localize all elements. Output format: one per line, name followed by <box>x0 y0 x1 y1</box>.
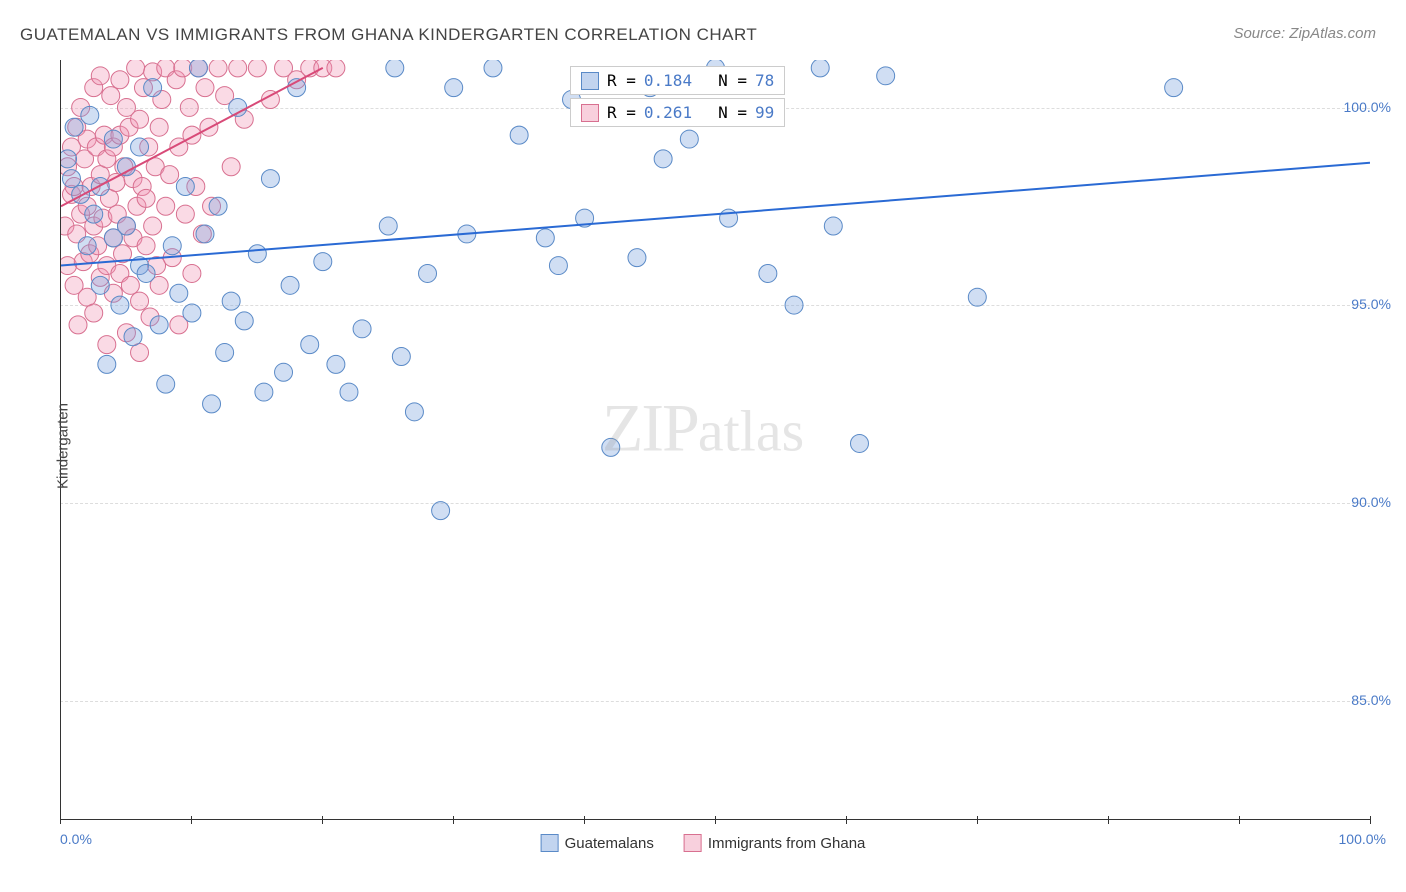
legend-blue-square-icon <box>581 72 599 90</box>
x-tick-right: 100.0% <box>1339 831 1386 847</box>
r-value-blue: 0.184 <box>644 71 692 90</box>
n-label: N = <box>718 103 747 122</box>
chart-container: GUATEMALAN VS IMMIGRANTS FROM GHANA KIND… <box>0 0 1406 892</box>
legend-pink-square-icon <box>581 104 599 122</box>
scatter-svg <box>61 60 1370 819</box>
legend-pink-square-icon <box>684 834 702 852</box>
r-label: R = <box>607 103 636 122</box>
chart-title: GUATEMALAN VS IMMIGRANTS FROM GHANA KIND… <box>20 25 757 45</box>
bottom-legend: Guatemalans Immigrants from Ghana <box>541 834 866 852</box>
legend-row-2: R = 0.261 N = 99 <box>570 98 785 127</box>
bottom-legend-blue-label: Guatemalans <box>565 835 654 852</box>
x-tick-left: 0.0% <box>60 831 92 847</box>
legend-row-1: R = 0.184 N = 78 <box>570 66 785 95</box>
r-value-pink: 0.261 <box>644 103 692 122</box>
bottom-legend-pink-label: Immigrants from Ghana <box>708 835 866 852</box>
n-value-blue: 78 <box>755 71 774 90</box>
r-label: R = <box>607 71 636 90</box>
bottom-legend-blue: Guatemalans <box>541 834 654 852</box>
bottom-legend-pink: Immigrants from Ghana <box>684 834 866 852</box>
n-value-pink: 99 <box>755 103 774 122</box>
y-axis-label: Kindergarten <box>54 403 71 489</box>
source-attribution: Source: ZipAtlas.com <box>1233 25 1376 42</box>
plot-area <box>60 60 1370 820</box>
legend-blue-square-icon <box>541 834 559 852</box>
n-label: N = <box>718 71 747 90</box>
